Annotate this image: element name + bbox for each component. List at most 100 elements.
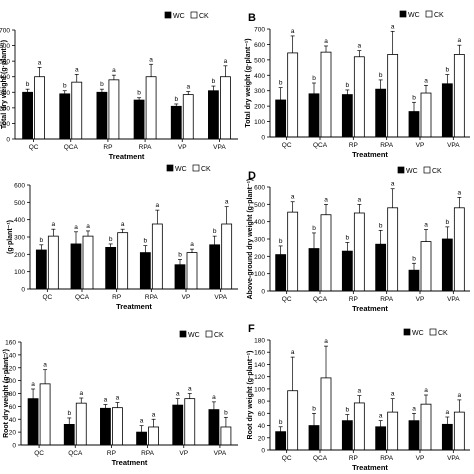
legend-swatch-wc (399, 10, 407, 18)
y-tick-label: 120 (254, 374, 265, 381)
y-tick-label: 40 (9, 417, 17, 424)
y-axis-label: (g·plant⁻¹) (7, 220, 14, 254)
legend: WC CK (399, 10, 444, 19)
significance-letter: a (424, 221, 428, 228)
y-tick-label: 600 (254, 42, 265, 49)
x-tick-label: VPA (213, 144, 226, 151)
x-axis-label: Treatment (352, 150, 388, 159)
legend-label-ck: CK (201, 166, 211, 173)
significance-letter: a (424, 387, 428, 394)
legend: WC CK (397, 166, 442, 175)
bar-ck (287, 211, 299, 292)
bar-wc (208, 90, 219, 140)
bar-ck (387, 54, 399, 138)
y-axis-label: Root dry weight (g·plant⁻¹) (3, 349, 10, 438)
bar-ck (353, 212, 365, 292)
panel-label: D (248, 170, 256, 182)
significance-letter: a (324, 38, 328, 45)
significance-letter: a (112, 67, 116, 74)
y-tick-label: 400 (254, 219, 265, 226)
bar-ck (221, 223, 233, 290)
bar-wc (341, 420, 353, 451)
panel-label: F (248, 323, 255, 335)
bar-wc (375, 243, 387, 292)
significance-letter: a (358, 388, 362, 395)
y-tick-label: 140 (5, 352, 16, 359)
y-axis-label: Total dry weight (g·plant⁻¹) (1, 40, 8, 129)
significance-letter: b (279, 419, 283, 426)
bar-ck (182, 94, 194, 140)
y-tick-label: 100 (14, 269, 25, 276)
significance-letter: b (67, 410, 71, 417)
y-tick-label: 60 (9, 404, 17, 411)
significance-letter: b (212, 78, 216, 85)
bar-ck (420, 241, 432, 292)
bar-ck (112, 407, 123, 446)
bar-wc (408, 111, 420, 138)
significance-letter: a (188, 386, 192, 393)
bar-ck (387, 411, 399, 451)
significance-letter: b (63, 83, 67, 90)
bar-ck (117, 232, 129, 290)
x-tick-label: VP (416, 455, 425, 462)
bar-wc (136, 431, 147, 446)
bar-ck (453, 207, 465, 292)
bar-wc (375, 88, 387, 138)
y-tick-label: 60 (258, 411, 266, 418)
bar-ck (287, 52, 299, 138)
legend-swatch-wc (164, 11, 172, 19)
bar-ck (453, 54, 465, 138)
legend-swatch-ck (425, 10, 433, 18)
significance-letter: a (424, 77, 428, 84)
significance-letter: a (446, 409, 450, 416)
bar-wc (27, 398, 39, 446)
legend-swatch-ck (192, 164, 200, 172)
x-tick-label: VP (178, 144, 187, 151)
x-tick-label: QCA (64, 144, 79, 151)
x-tick-label: VPA (447, 142, 460, 149)
legend-label-wc: WC (188, 332, 200, 339)
y-tick-label: 100 (254, 386, 265, 393)
significance-letter: a (86, 223, 90, 230)
y-tick-label: 400 (254, 73, 265, 80)
bar-wc (59, 93, 71, 140)
x-tick-label: QC (34, 450, 44, 457)
bar-ck (34, 76, 45, 140)
significance-letter: a (358, 196, 362, 203)
y-tick-label: 0 (261, 135, 265, 142)
legend-label-ck: CK (432, 168, 442, 175)
y-tick-label: 100 (0, 121, 10, 128)
significance-letter: b (346, 407, 350, 414)
panel-label: B (248, 12, 256, 24)
bar-wc (408, 269, 420, 292)
x-tick-label: VPA (447, 455, 460, 462)
significance-letter: a (358, 43, 362, 50)
significance-letter: b (346, 82, 350, 89)
y-tick-label: 20 (258, 435, 266, 442)
x-tick-label: QC (282, 455, 292, 462)
significance-letter: a (52, 221, 56, 228)
bar-ck (71, 81, 83, 140)
x-tick-label: VP (416, 296, 425, 303)
bar-ck (39, 383, 51, 446)
bar-wc (139, 252, 151, 290)
significance-letter: b (412, 255, 416, 262)
y-tick-label: 700 (0, 28, 10, 35)
significance-letter: a (324, 196, 328, 203)
y-axis-label: Root dry weight (g·plant⁻¹) (247, 351, 254, 440)
significance-letter: b (379, 222, 383, 229)
significance-letter: b (40, 237, 44, 244)
significance-letter: b (144, 238, 148, 245)
legend-label-ck: CK (214, 332, 224, 339)
bar-wc (174, 264, 186, 290)
bar-ck (420, 403, 432, 451)
y-tick-label: 40 (258, 423, 266, 430)
chart-panel-1: 0 100 200 300 400 500 600 700 Total dry weight (… (0, 11, 238, 161)
bar-wc (275, 431, 287, 451)
significance-letter: a (43, 362, 47, 369)
bar-ck (145, 76, 157, 140)
x-tick-label: VPA (447, 296, 460, 303)
x-tick-label: RPA (139, 144, 153, 151)
